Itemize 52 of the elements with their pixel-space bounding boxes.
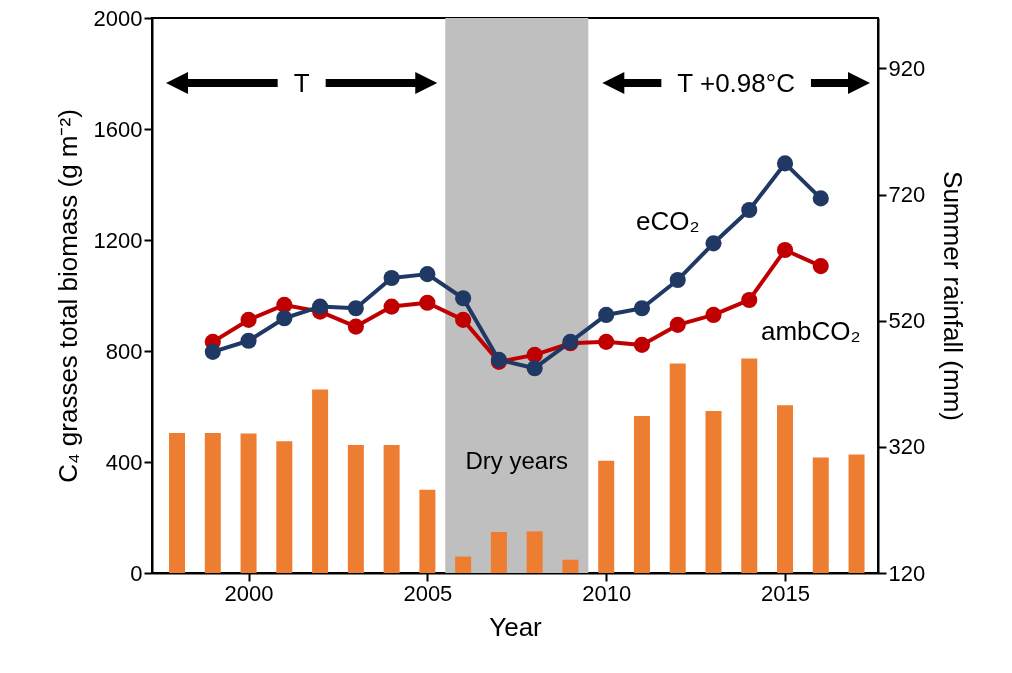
y-tick-label: 1600 bbox=[93, 116, 143, 142]
y-tick-label: 0 bbox=[130, 560, 143, 586]
y-axis-title: C₄ grasses total biomass (g m⁻²) bbox=[52, 109, 83, 483]
y2-tick-label: 720 bbox=[888, 182, 926, 208]
y2-tick-label: 120 bbox=[888, 560, 926, 586]
point bbox=[669, 316, 686, 333]
point bbox=[204, 343, 221, 360]
point bbox=[312, 298, 329, 315]
y-tick-label: 1200 bbox=[93, 227, 143, 253]
point bbox=[812, 190, 829, 207]
y-tick-label: 800 bbox=[105, 338, 143, 364]
point bbox=[276, 296, 293, 313]
x-tick-label: 2015 bbox=[761, 580, 810, 606]
point bbox=[776, 241, 794, 259]
band-label: Dry years bbox=[465, 447, 569, 474]
point bbox=[419, 294, 436, 311]
series-label: ambCO₂ bbox=[760, 316, 861, 347]
point bbox=[741, 201, 758, 219]
point bbox=[598, 333, 615, 350]
point bbox=[633, 300, 651, 317]
point bbox=[526, 360, 543, 377]
x-tick-label: 2000 bbox=[224, 580, 274, 606]
point bbox=[347, 318, 364, 335]
point bbox=[776, 155, 794, 172]
y2-tick-label: 920 bbox=[888, 55, 926, 81]
annotation: T bbox=[293, 68, 310, 98]
series-label: eCO₂ bbox=[635, 205, 700, 236]
y2-axis-title: Summer rainfall (mm) bbox=[938, 171, 969, 421]
point bbox=[705, 306, 722, 323]
point bbox=[276, 310, 293, 327]
point bbox=[455, 311, 472, 328]
point bbox=[240, 332, 257, 349]
point bbox=[383, 298, 400, 315]
point bbox=[669, 271, 686, 289]
x-axis-title: Year bbox=[489, 611, 543, 642]
point bbox=[240, 311, 257, 328]
point bbox=[347, 300, 364, 317]
point bbox=[741, 291, 758, 308]
annotation: T +0.98°C bbox=[677, 68, 795, 98]
point bbox=[705, 235, 722, 252]
y-tick-label: 2000 bbox=[93, 5, 143, 31]
y2-tick-label: 320 bbox=[888, 434, 926, 460]
x-tick-label: 2010 bbox=[582, 580, 632, 606]
point bbox=[598, 306, 615, 323]
point bbox=[812, 258, 829, 275]
point bbox=[419, 266, 436, 283]
point bbox=[633, 336, 651, 353]
point bbox=[383, 269, 400, 287]
point bbox=[455, 290, 472, 307]
x-tick-label: 2005 bbox=[403, 580, 453, 606]
y2-tick-label: 520 bbox=[888, 308, 926, 334]
y-tick-label: 400 bbox=[105, 449, 143, 475]
